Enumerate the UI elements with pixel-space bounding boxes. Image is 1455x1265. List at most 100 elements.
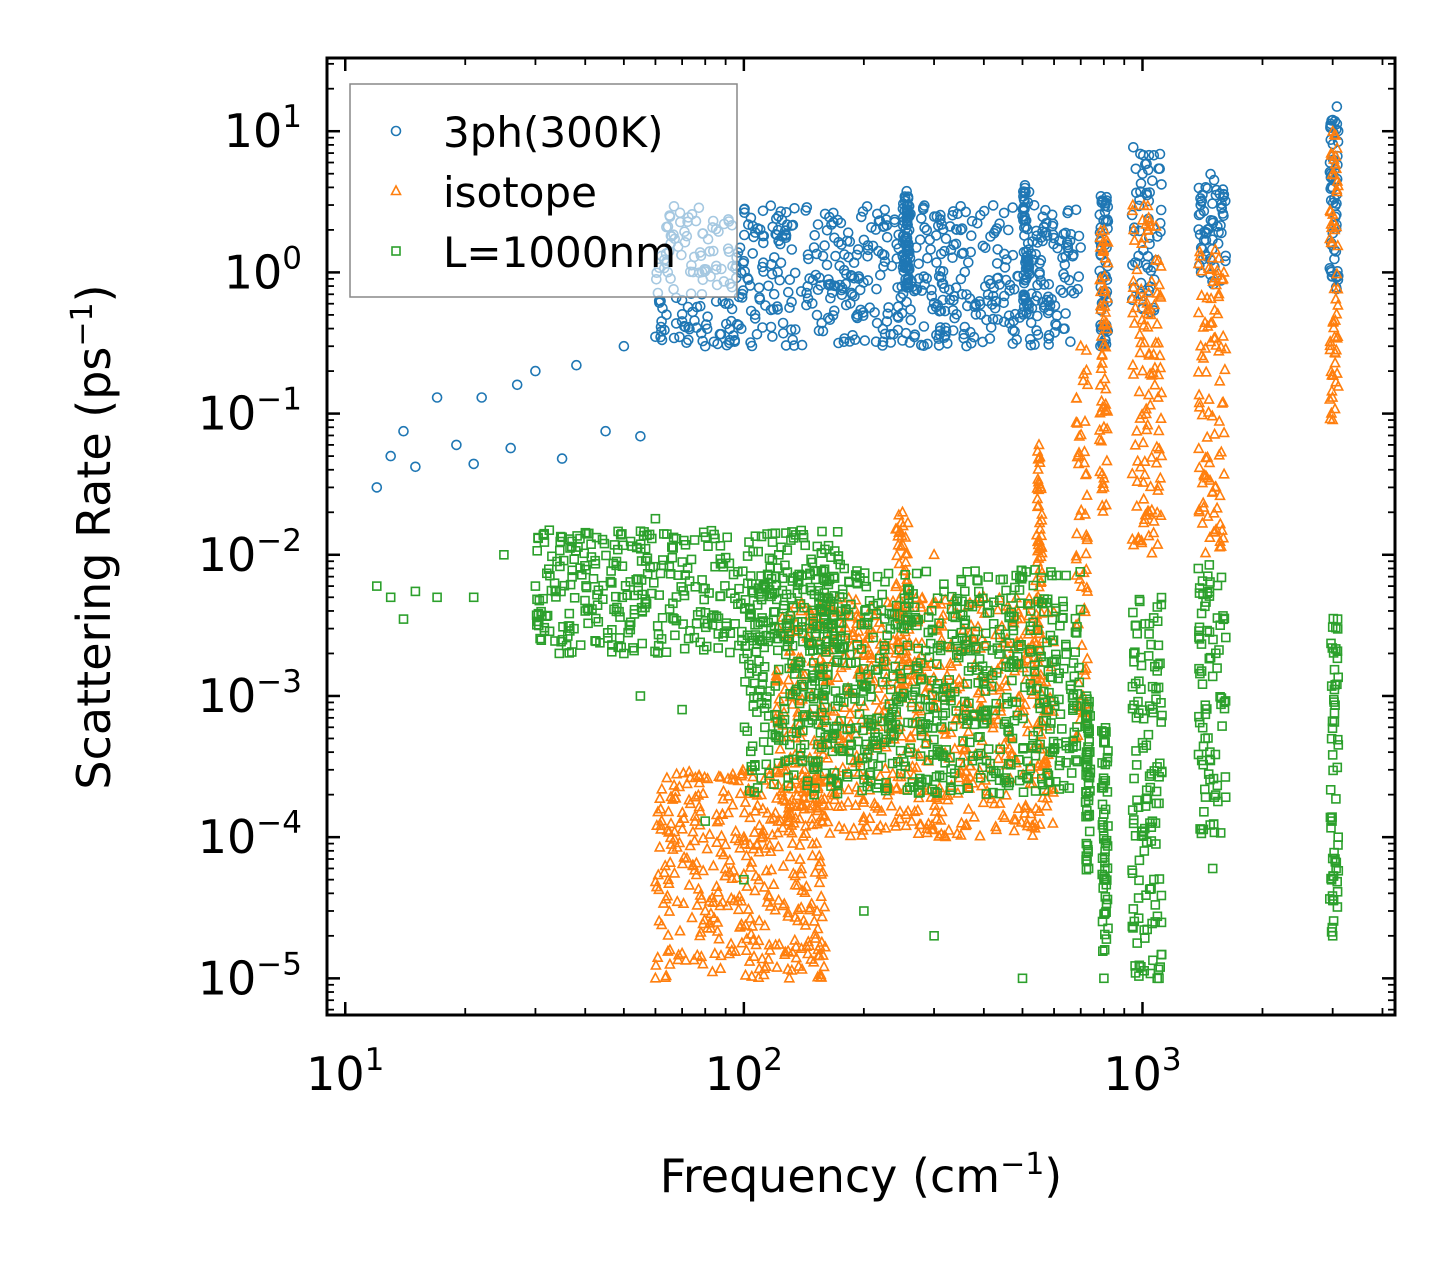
data-point (1130, 830, 1141, 841)
data-point (1006, 759, 1016, 770)
data-point (1332, 646, 1343, 657)
data-point (931, 659, 942, 669)
data-point (1126, 306, 1139, 318)
data-point (1136, 652, 1146, 663)
data-point (999, 262, 1011, 273)
data-point (1143, 651, 1154, 661)
data-point (642, 568, 653, 579)
data-point (808, 658, 819, 668)
data-point (992, 244, 1004, 255)
data-point (677, 811, 690, 824)
data-point (1032, 279, 1043, 291)
data-point (816, 910, 829, 922)
data-point (779, 225, 791, 236)
data-point (889, 819, 902, 831)
data-point (794, 698, 805, 709)
data-point (1137, 475, 1150, 487)
data-point (879, 328, 891, 340)
data-point (1323, 392, 1336, 404)
data-point (1218, 611, 1228, 621)
data-point (931, 792, 944, 805)
data-point (962, 719, 972, 729)
data-point (1148, 150, 1160, 161)
data-point (896, 505, 909, 517)
data-point (1004, 649, 1014, 659)
data-point (867, 759, 878, 769)
data-point (1192, 442, 1205, 454)
data-point (566, 647, 577, 657)
data-point (980, 709, 991, 719)
data-point (1072, 722, 1082, 732)
data-point (1207, 863, 1218, 874)
data-point (720, 581, 730, 591)
data-point (829, 232, 840, 244)
data-point (836, 289, 848, 301)
data-point (771, 580, 782, 591)
data-point (782, 545, 793, 555)
data-point (671, 895, 684, 907)
data-point (777, 327, 789, 339)
data-point (499, 549, 509, 560)
data-point (592, 600, 603, 611)
data-point (714, 328, 726, 340)
data-point (1147, 526, 1160, 538)
data-point (1038, 694, 1049, 705)
data-point (1202, 261, 1215, 274)
data-point (1012, 651, 1023, 662)
data-point (767, 537, 778, 547)
data-point (1070, 549, 1083, 561)
data-point (871, 283, 882, 295)
data-point (801, 299, 812, 311)
data-point (836, 284, 847, 296)
data-point (1196, 608, 1207, 619)
data-point (1326, 124, 1339, 136)
data-point (740, 932, 753, 944)
data-point (956, 223, 968, 234)
data-point (858, 234, 870, 246)
data-point (831, 777, 842, 788)
data-point (754, 656, 764, 667)
data-point (1215, 445, 1228, 457)
data-point (697, 864, 710, 876)
data-point (739, 795, 752, 807)
data-point (711, 915, 724, 927)
data-point (1070, 552, 1083, 564)
data-point (1098, 778, 1108, 788)
data-point (795, 286, 807, 297)
data-point (974, 829, 986, 841)
data-point (898, 688, 909, 699)
data-point (878, 656, 889, 667)
data-point (1131, 746, 1141, 756)
data-point (1208, 331, 1221, 343)
data-point (689, 315, 700, 326)
data-point (894, 644, 905, 655)
data-point (933, 618, 945, 630)
data-point (1152, 336, 1165, 348)
data-point (1059, 663, 1069, 674)
data-point (969, 301, 980, 313)
data-point (883, 302, 894, 313)
data-point (896, 729, 908, 741)
data-point (567, 565, 578, 576)
data-point (654, 802, 667, 814)
data-point (1212, 613, 1223, 623)
data-point (678, 619, 688, 629)
data-point (1134, 411, 1146, 423)
data-point (952, 593, 963, 604)
data-point (1325, 264, 1336, 276)
data-point (1133, 802, 1144, 813)
data-point (910, 636, 922, 648)
data-point (729, 832, 742, 844)
data-point (942, 823, 955, 835)
data-point (607, 640, 617, 650)
y-axis-label-exponent: −1 (65, 302, 100, 346)
data-point (1016, 573, 1027, 584)
data-point (703, 541, 713, 552)
data-point (934, 658, 946, 671)
data-point (886, 767, 899, 779)
data-point (1017, 203, 1029, 215)
data-point (807, 274, 819, 286)
data-point (1156, 717, 1166, 727)
data-point (1076, 638, 1088, 650)
data-point (756, 531, 767, 542)
